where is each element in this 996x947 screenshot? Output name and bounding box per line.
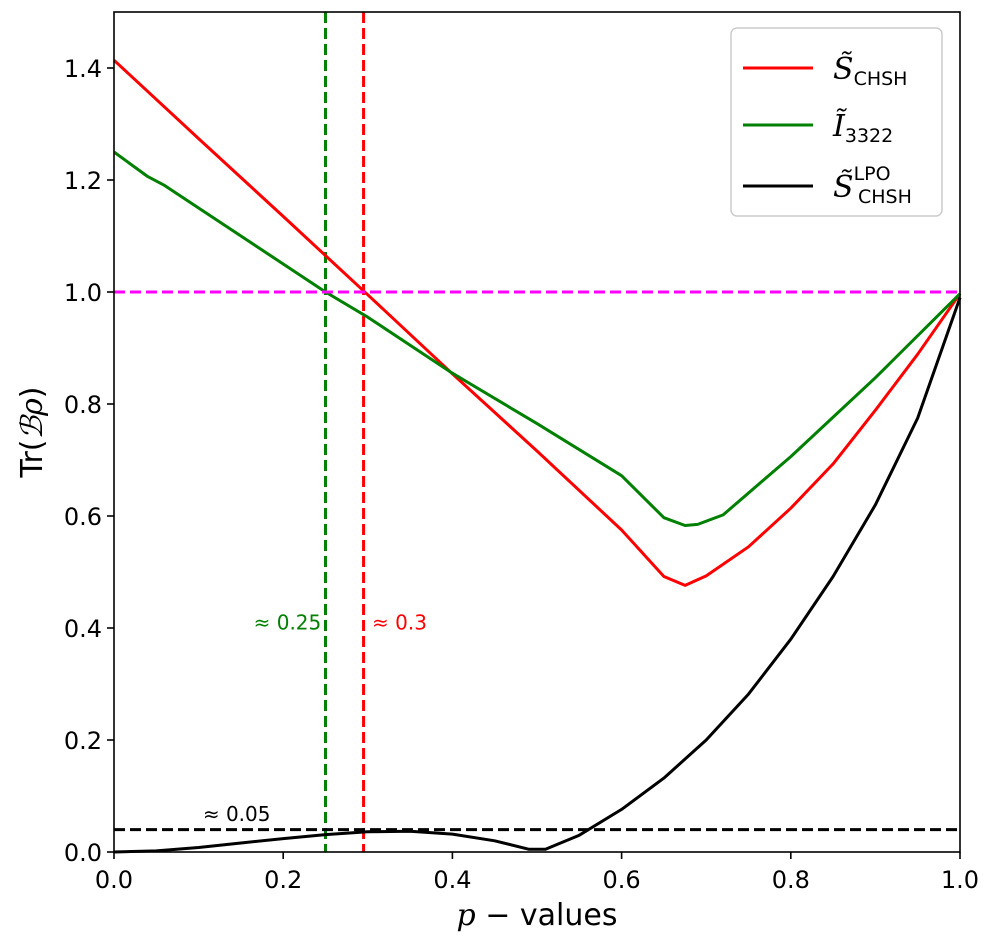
x-tick-label: 0.4 — [433, 866, 471, 894]
reference-lines — [324, 12, 366, 852]
x-tick-label: 0.2 — [264, 866, 302, 894]
legend-label: Ĩ3322 — [832, 108, 893, 147]
y-tick-label: 0.0 — [64, 839, 102, 867]
plot-frame — [113, 11, 961, 853]
axis-ticks: 0.0 0.2 0.4 0.6 0.8 1.0 0.0 0.2 0.4 0.6 0.8 1.0 1.2 1… — [64, 55, 979, 894]
annotation-label: ≈ 0.05 — [203, 802, 271, 826]
y-tick-label: 1.2 — [64, 167, 102, 195]
x-tick-label: 0.6 — [603, 866, 641, 894]
y-tick-label: 0.4 — [64, 615, 102, 643]
legend-label: S̃CHSH — [833, 52, 907, 90]
annotations: ≈ 0.25 ≈ 0.3 ≈ 0.05 — [203, 610, 427, 826]
annotation-label: ≈ 0.3 — [372, 610, 427, 634]
y-tick-label: 1.4 — [64, 55, 102, 83]
reference-lines-top — [114, 290, 960, 832]
series-line-s-chsh-lpo — [113, 297, 962, 854]
legend: S̃CHSH Ĩ3322 S̃LPO CHSH — [730, 27, 943, 217]
x-tick-label: 0.8 — [772, 866, 810, 894]
legend-label: S̃LPO CHSH — [833, 163, 912, 208]
annotation-label: ≈ 0.25 — [254, 610, 322, 634]
series-lines — [112, 59, 962, 854]
series-line-s-chsh — [112, 59, 962, 587]
x-axis-label: p − values — [456, 898, 617, 933]
y-tick-label: 1.0 — [64, 279, 102, 307]
legend-box — [730, 27, 943, 217]
x-tick-label: 0.0 — [95, 866, 133, 894]
y-tick-label: 0.8 — [64, 391, 102, 419]
y-tick-label: 0.2 — [64, 727, 102, 755]
y-tick-label: 0.6 — [64, 503, 102, 531]
series-line-i-3322 — [113, 150, 962, 527]
x-tick-label: 1.0 — [941, 866, 979, 894]
y-axis-label: Tr(ℬρ) — [15, 387, 50, 479]
